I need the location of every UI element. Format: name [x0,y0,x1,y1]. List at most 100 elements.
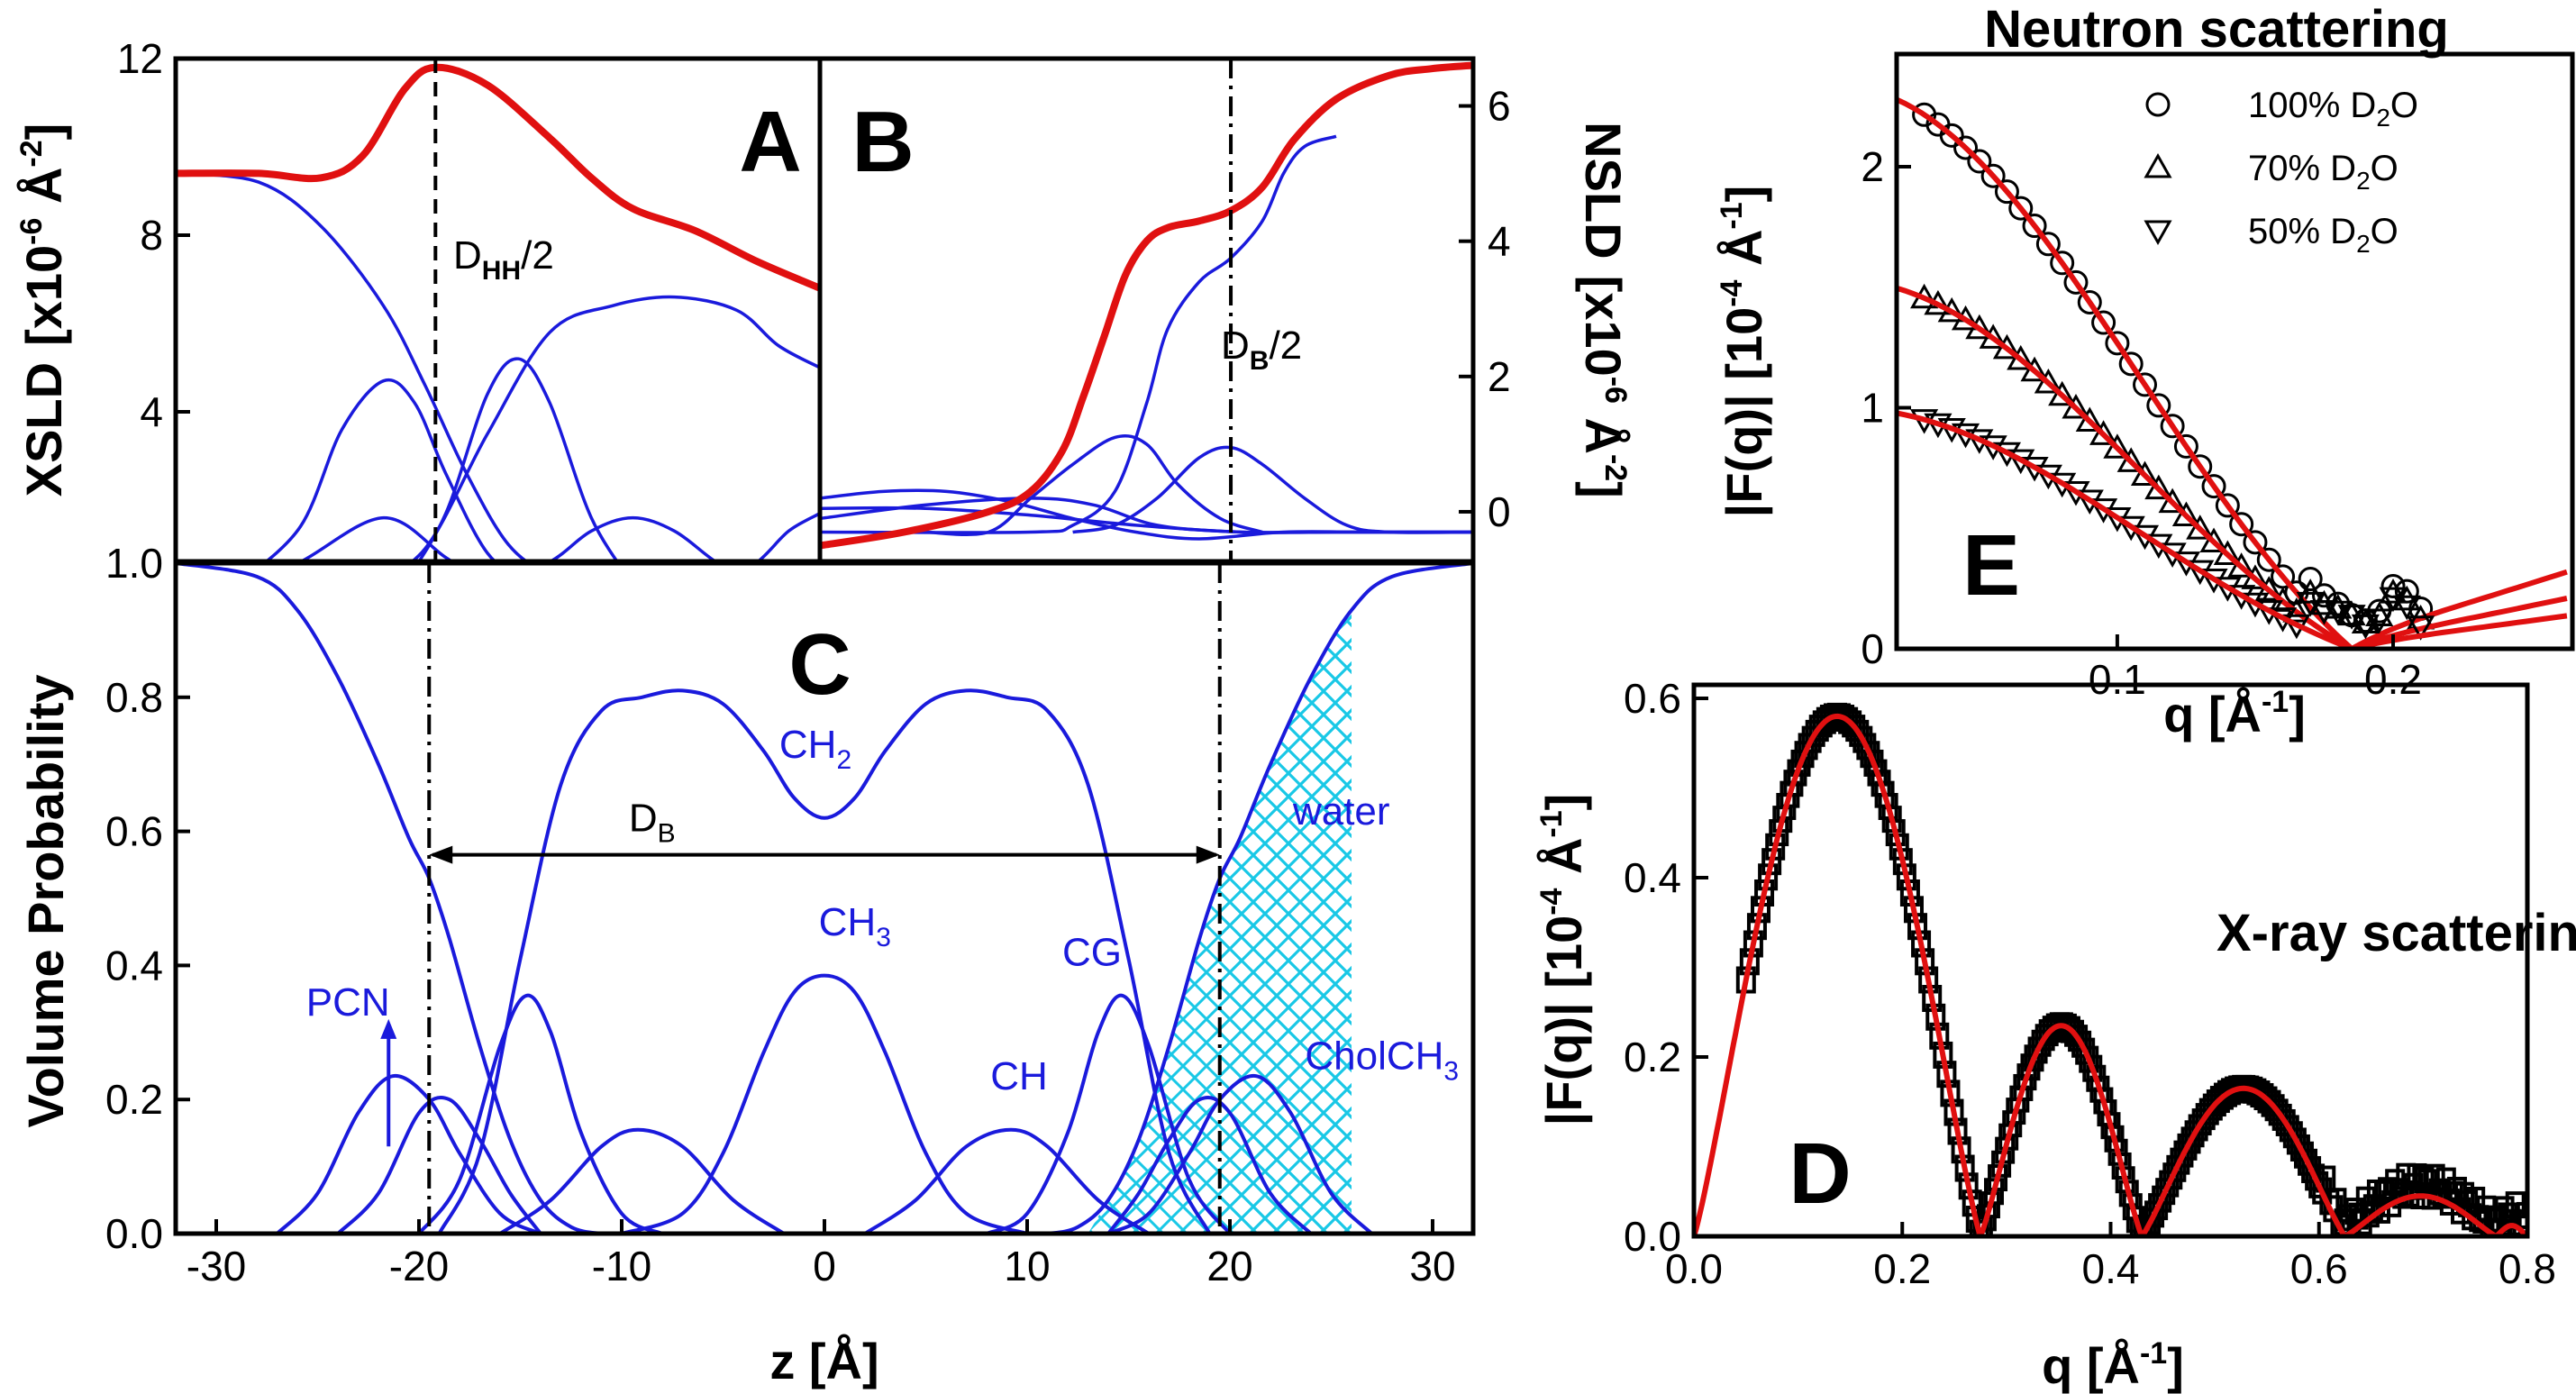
legend-label-50-d2o: 50% D2O [2248,212,2399,258]
pcn-arrow-head [380,1018,397,1039]
neutron-point-70-d2o-28 [2296,579,2325,604]
panel-e-xtick-label-0: 0.1 [2089,656,2146,703]
panel-b-db-label: DB/2 [1221,323,1302,376]
neutron-point-100-d2o-11 [2063,269,2089,295]
panel-b-letter: B [851,94,914,190]
neutron-point-70-d2o-13 [2089,420,2118,445]
neutron-point-70-d2o-18 [2158,487,2187,514]
label-db: DB [629,797,676,849]
panel-b-ytick-label-2: 4 [1488,218,1511,265]
neutron-data-100-d2o [1912,102,2434,633]
label-pcn: PCN [306,980,390,1025]
panel-a-ylabel-angstrom: Å [15,168,72,218]
panel-a-ytick-label-0: 4 [140,388,163,435]
legend-label-70-d2o-pre: 70% D [2248,149,2356,188]
neutron-point-70-d2o-17 [2144,474,2173,500]
neutron-point-100-d2o-9 [2035,232,2061,257]
xray-point-104 [2115,1166,2135,1194]
panel-d-xtick-label-0: 0.0 [1665,1245,1723,1292]
panel-a-dhh-sub: HH [482,256,521,286]
panel-d-ytick-label-3: 0.6 [1624,675,1681,722]
legend-label-70-d2o-post: O [2371,149,2399,188]
curve-cholch3-right [1106,1095,1313,1234]
neutron-point-50-d2o-35 [2392,595,2421,621]
panel-d-ytick-label-2: 0.4 [1624,854,1681,901]
neutron-point-100-d2o-5 [1980,163,2006,188]
neutron-point-100-d2o-28 [2298,567,2323,592]
panel-e-ytick-label-1: 1 [1861,385,1884,432]
label-water: water [1292,789,1390,834]
panel-d-ylabel: |F(q)| [10-4 Å-1] [1534,794,1593,1126]
neutron-point-100-d2o-13 [2091,310,2116,335]
label-ch2: CH2 [779,723,851,775]
neutron-point-100-d2o-17 [2146,393,2171,418]
label-cg: CG [1062,930,1122,974]
neutron-point-100-d2o-29 [2311,583,2336,608]
panel-b-ylabel-main: NSLD [1575,122,1632,259]
neutron-point-100-d2o-15 [2118,351,2144,377]
panel-d-xtick-label-2: 0.4 [2082,1245,2140,1292]
panel-b-ylabel-exp2: -2 [1598,454,1633,481]
legend-marker-70-d2o [2144,152,2172,178]
neutron-point-70-d2o-14 [2103,433,2132,459]
panel-e-frame [1894,51,2575,651]
neutron-point-100-d2o-12 [2077,290,2102,315]
neutron-point-70-d2o-9 [2034,368,2062,394]
panel-e-xlabel-exp: -1 [2262,685,2289,719]
panel-a-background [176,59,820,561]
panel-e-xtick-label-1: 0.2 [2364,656,2422,703]
panel-a-ytick-label-1: 8 [140,212,163,259]
panel-e-ylabel: |F(q)| [10-4 Å-1] [1715,186,1773,518]
panel-d-ylabel-close: ] [1535,794,1592,811]
neutron-point-50-d2o-28 [2296,591,2325,617]
panel-d-xlabel-exp: -1 [2140,1336,2167,1371]
nsld-water [820,134,1337,534]
panel-e-ytick-label-0: 0 [1861,625,1884,672]
neutron-point-100-d2o-19 [2173,433,2198,459]
panel-e-ylabel-exp1: -4 [1715,279,1749,306]
panel-d-ylabel-angstrom: Å [1535,838,1592,888]
neutron-point-100-d2o-23 [2229,512,2254,537]
panel-c-ytick-label-2: 0.4 [105,942,163,989]
panel-a-ylabel-main: XSLD [15,362,72,497]
neutron-point-70-d2o-10 [2048,380,2077,406]
panel-c-xtick-label-2: -10 [592,1243,651,1289]
legend-label-50-d2o-post: O [2371,212,2399,251]
xsld-ch2 [409,295,820,561]
panel-c-xlabel: z [Å] [769,1333,878,1389]
xsld-pcn [264,378,497,561]
label-cholch3-sub: 3 [1443,1057,1459,1087]
neutron-point-70-d2o-20 [2186,515,2215,540]
legend-marker-50-d2o [2144,220,2172,246]
label-db-sub: B [658,819,676,849]
label-ch3: CH3 [819,900,891,952]
panel-e-ylabel-exp2: -1 [1715,202,1749,229]
xray-point-103 [2111,1152,2132,1180]
panel-d-marks [1694,702,2527,1236]
panel-c-ylabel: Volume Probability [17,674,74,1127]
panel-e-title: Neutron scattering [1984,0,2449,59]
neutron-point-100-d2o-35 [2394,579,2419,604]
neutron-point-70-d2o-35 [2392,585,2421,611]
panel-a-ylabel-units: [x10-6 Å-2] [14,123,72,346]
panel-c-ytick-label-3: 0.6 [105,808,163,855]
panel-d-xtick-label-1: 0.2 [1873,1245,1931,1292]
panel-b-ytick-label-0: 0 [1488,488,1511,535]
panel-e-ylabel-angstrom: Å [1716,230,1772,280]
panel-d-xlabel: q [Å-1] [2042,1336,2184,1394]
panel-c-xtick-label-5: 20 [1206,1243,1252,1289]
neutron-point-100-d2o-14 [2105,331,2130,356]
panel-e-xlabel-close: ] [2289,686,2306,743]
xsld-total [176,63,820,292]
neutron-point-50-d2o-29 [2309,600,2339,625]
neutron-point-100-d2o-25 [2256,547,2281,572]
neutron-point-100-d2o-2 [1939,123,1964,148]
db-arrow-head-right [1196,845,1220,864]
panel-a-dhh-label: DHH/2 [453,233,554,286]
panel-c-xtick-label-4: 10 [1004,1243,1050,1289]
panel-b-db-base: D [1221,323,1250,368]
curve-ch-right [863,1127,1151,1234]
